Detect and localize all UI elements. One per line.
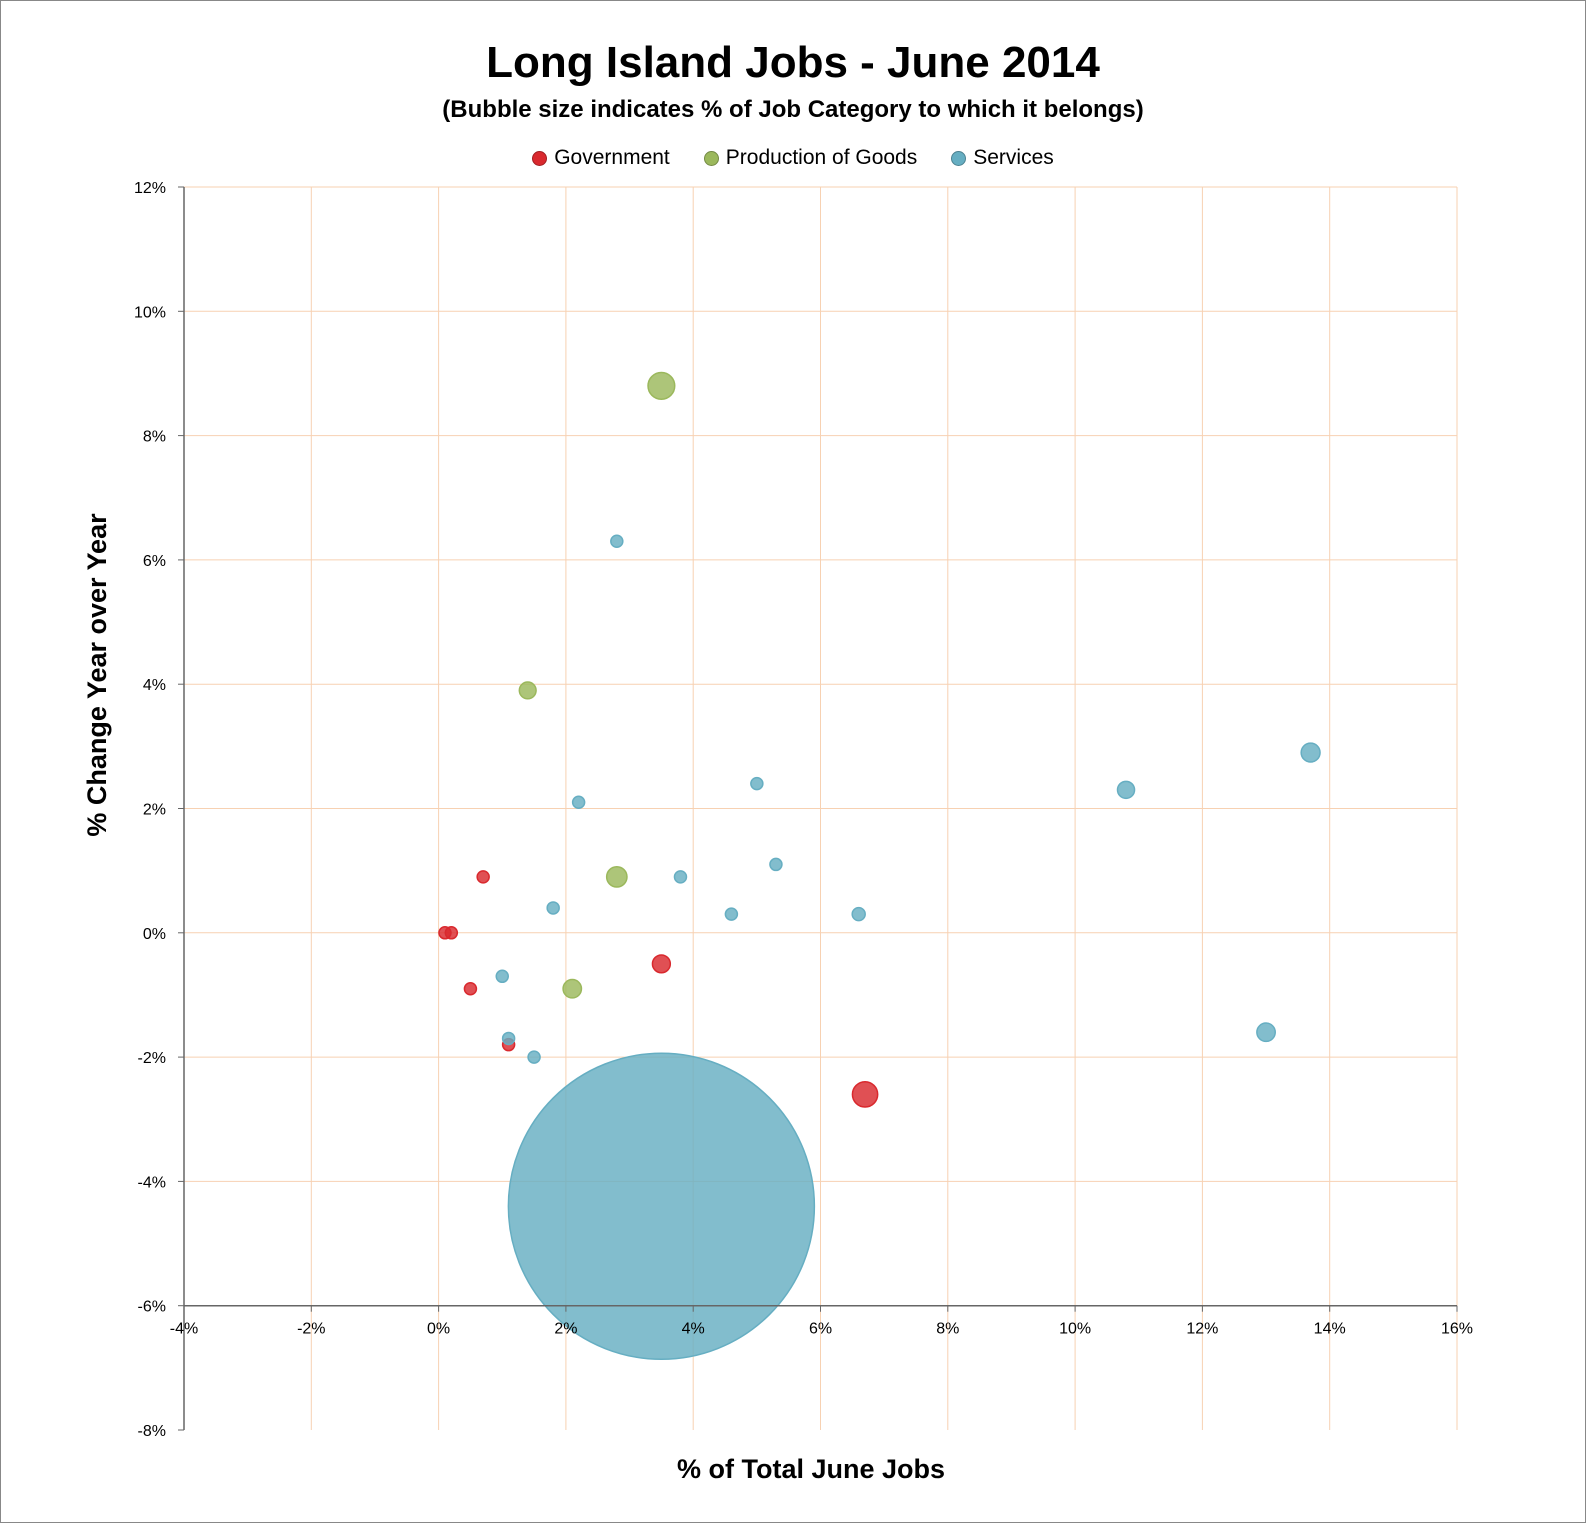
x-tick-label: 8% xyxy=(936,1321,959,1338)
y-axis-title: % Change Year over Year xyxy=(82,513,112,837)
bubble-services xyxy=(769,857,783,872)
y-tick-label: 12% xyxy=(134,180,166,197)
y-tick-label: 4% xyxy=(143,677,166,694)
y-tick-label: -8% xyxy=(138,1423,166,1440)
legend-marker-services xyxy=(951,150,967,166)
bubble-services xyxy=(571,795,586,810)
bubble-services xyxy=(501,1031,516,1046)
y-tick-label: -2% xyxy=(138,1050,166,1067)
legend-marker-government xyxy=(532,150,548,166)
bubble-production-of-goods xyxy=(605,865,628,888)
legend-label-government: Government xyxy=(554,146,670,169)
tick-labels: -4% -2% 0% 2% 4% 6% 8% 10% 12% 14% 16%-8%-6%-4%-2%… xyxy=(134,180,1473,1440)
legend: Government Production of Goods Services xyxy=(0,146,1586,170)
chart-subtitle: (Bubble size indicates % of Job Category… xyxy=(442,96,1144,123)
bubble-services xyxy=(527,1050,541,1064)
legend-label-production-of-goods: Production of Goods xyxy=(725,146,918,169)
y-tick-label: 8% xyxy=(143,429,166,446)
legend-item-production-of-goods: Production of Goods xyxy=(703,146,918,170)
x-tick-label: -2% xyxy=(297,1321,325,1338)
bubble-services xyxy=(1300,742,1321,763)
bubble-government xyxy=(851,1081,879,1108)
bubble-government xyxy=(651,954,672,974)
chart-title: Long Island Jobs - June 2014 xyxy=(486,38,1100,87)
bubble-government xyxy=(463,981,478,996)
x-tick-label: 16% xyxy=(1441,1321,1473,1338)
bubble-production-of-goods xyxy=(562,978,583,999)
axes xyxy=(178,186,1458,1431)
bubble-services xyxy=(546,901,560,915)
y-tick-label: 10% xyxy=(134,304,166,321)
bubble-services xyxy=(610,534,624,549)
legend-marker-production-of-goods xyxy=(703,150,719,166)
bubble-services xyxy=(851,906,866,922)
bubble-services xyxy=(1116,780,1136,800)
x-tick-label: 10% xyxy=(1059,1321,1091,1338)
x-tick-label: 0% xyxy=(427,1321,450,1338)
y-tick-label: 2% xyxy=(143,802,166,819)
y-tick-label: 6% xyxy=(143,553,166,570)
x-axis-title: % of Total June Jobs xyxy=(677,1454,945,1484)
bubble-services xyxy=(724,907,739,921)
bubble-services xyxy=(495,969,509,984)
bubble-services xyxy=(507,1052,816,1361)
legend-item-services: Services xyxy=(951,146,1054,170)
x-tick-label: -4% xyxy=(170,1321,198,1338)
bubble-government xyxy=(476,870,490,884)
x-tick-label: 4% xyxy=(682,1321,705,1338)
bubble-services xyxy=(1256,1022,1276,1043)
x-tick-label: 14% xyxy=(1314,1321,1346,1338)
x-tick-label: 12% xyxy=(1186,1321,1218,1338)
y-tick-label: -4% xyxy=(138,1174,166,1191)
legend-item-government: Government xyxy=(532,146,670,170)
bubble-government xyxy=(438,926,452,940)
gridlines xyxy=(184,186,1458,1430)
y-tick-label: 0% xyxy=(143,926,166,943)
bubble-production-of-goods xyxy=(518,681,537,700)
x-tick-label: 6% xyxy=(809,1321,832,1338)
y-tick-label: -6% xyxy=(138,1299,166,1316)
bubble-services xyxy=(750,776,764,791)
x-tick-label: 2% xyxy=(554,1321,577,1338)
bubble-services xyxy=(673,870,688,884)
bubbles xyxy=(438,371,1321,1361)
legend-label-services: Services xyxy=(973,146,1054,169)
bubble-production-of-goods xyxy=(647,371,676,400)
